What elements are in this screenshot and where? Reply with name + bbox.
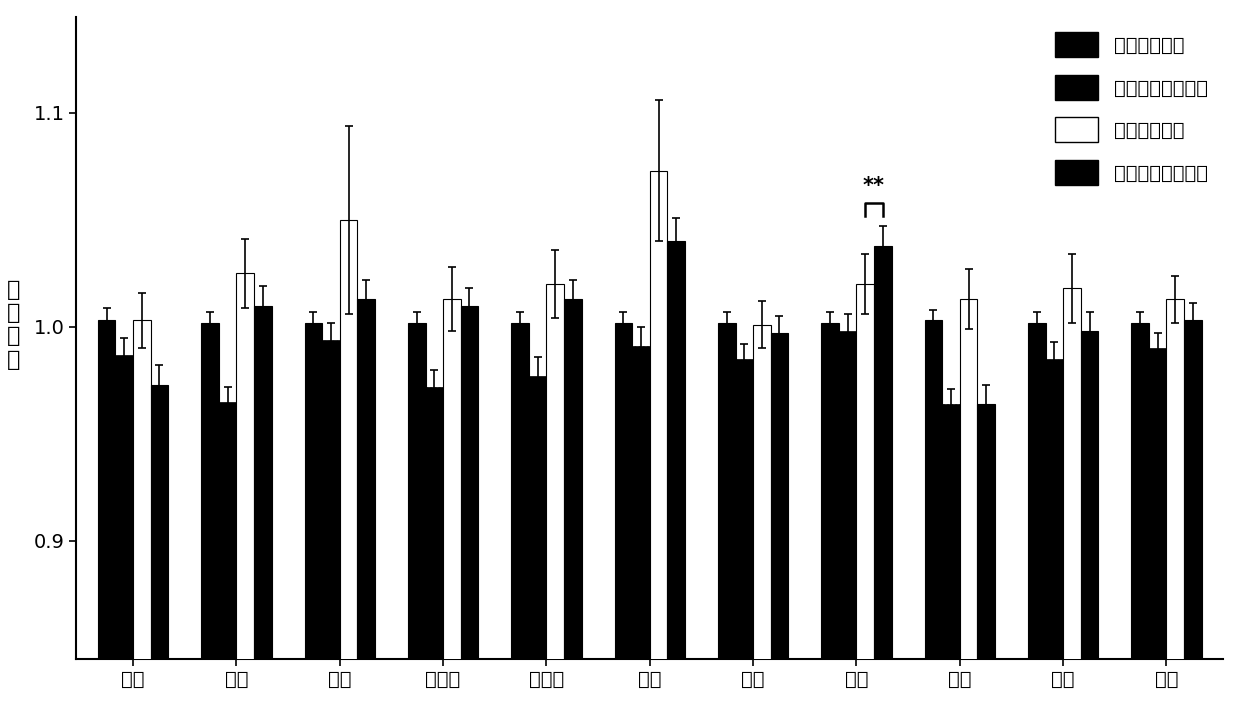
Bar [460,306,479,706]
Bar [615,323,632,706]
Text: **: ** [863,176,885,196]
Bar [1184,321,1202,706]
Bar [408,323,425,706]
Bar [201,323,218,706]
Bar [857,284,874,706]
Bar [133,321,150,706]
Bar [874,246,892,706]
Bar [977,404,994,706]
Bar [771,333,789,706]
Bar [1167,299,1184,706]
Bar [925,321,942,706]
Bar [98,321,115,706]
Y-axis label: 相
对
浓
度: 相 对 浓 度 [6,280,20,369]
Bar [1028,323,1045,706]
Bar [960,299,977,706]
Legend: 急性期对照组, 脊髓损伤急性期组, 急性期对照组, 脊髓损伤急性期组: 急性期对照组, 脊髓损伤急性期组, 急性期对照组, 脊髓损伤急性期组 [1049,26,1214,191]
Bar [1081,331,1099,706]
Bar [1131,323,1149,706]
Bar [632,346,650,706]
Bar [150,385,169,706]
Bar [1045,359,1063,706]
Bar [650,171,667,706]
Bar [305,323,322,706]
Bar [322,340,340,706]
Bar [821,323,839,706]
Bar [340,220,357,706]
Bar [237,273,254,706]
Bar [254,306,272,706]
Bar [564,299,582,706]
Bar [425,387,443,706]
Bar [115,354,133,706]
Bar [735,359,753,706]
Bar [218,402,237,706]
Bar [1063,288,1081,706]
Bar [942,404,960,706]
Bar [443,299,460,706]
Bar [357,299,374,706]
Bar [528,376,547,706]
Bar [839,331,857,706]
Bar [667,241,684,706]
Bar [718,323,735,706]
Bar [511,323,528,706]
Bar [1149,348,1167,706]
Bar [547,284,564,706]
Bar [753,325,771,706]
